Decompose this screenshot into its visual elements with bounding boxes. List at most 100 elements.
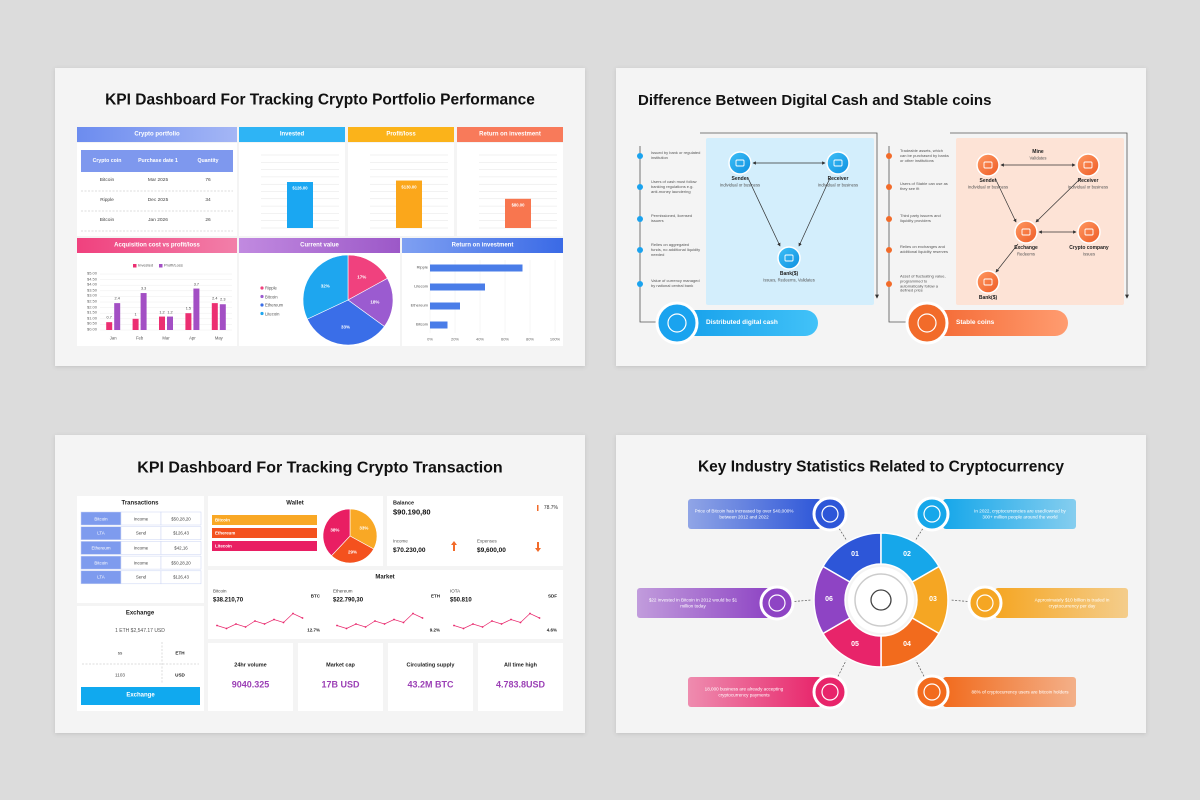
legend-swatch — [133, 264, 137, 268]
x-tick-label: 100% — [549, 336, 561, 342]
bracket — [639, 146, 660, 323]
segment-number: 01 — [851, 550, 859, 558]
table-cell: Bitcoin — [94, 559, 108, 565]
node-icon — [983, 161, 993, 169]
label: 24hr volume — [234, 662, 267, 669]
slice-label: 18% — [370, 298, 380, 304]
panel — [208, 643, 293, 711]
wheel-icon — [870, 589, 892, 611]
label: Ethereum — [333, 588, 353, 594]
bar — [140, 293, 147, 330]
label: Circulating supply — [406, 662, 455, 669]
y-tick-label: Ethereum — [410, 302, 428, 308]
connector — [995, 243, 1019, 273]
legend-label: Bitcoin — [265, 293, 278, 299]
label: $50.810 — [450, 597, 472, 604]
stat-icon — [914, 674, 950, 710]
bar — [219, 304, 226, 330]
x-tick-label: 60% — [500, 336, 509, 342]
point-text: Asset of fluctuating value, programmed t… — [900, 273, 946, 293]
sparkline-dot — [254, 620, 256, 622]
panel-title: Current value — [300, 241, 339, 248]
stat-text: 88% of cryptocurrency users are bitcoin … — [971, 689, 1069, 695]
node-icon — [833, 159, 843, 167]
legend-label: Ethereum — [265, 302, 284, 308]
y-tick-label: $4.50 — [86, 276, 97, 282]
x-tick-label: Jan — [109, 335, 117, 341]
button[interactable] — [81, 687, 200, 705]
node-name: Mine — [1032, 149, 1044, 155]
node-icon — [784, 254, 794, 262]
node — [728, 151, 752, 175]
stat-icon — [812, 496, 848, 532]
stat-icon — [967, 585, 1003, 621]
point-text: Tradeable assets, which can be purchased… — [900, 147, 949, 163]
point-text: Users of Stable can use as they see fit — [900, 181, 948, 191]
label: Expenses — [477, 538, 497, 544]
pill-icon-ring — [667, 313, 687, 333]
y-tick-label: $2.00 — [86, 304, 97, 310]
label: 1103 — [115, 672, 125, 678]
stat-box — [637, 588, 770, 618]
sparkline-dot — [355, 623, 357, 625]
point-text: Permissioned, licensed issuers — [651, 213, 693, 223]
bar — [430, 321, 448, 329]
sparkline-dot — [538, 617, 541, 619]
label: IOTA — [450, 588, 461, 594]
bracket — [700, 132, 879, 299]
connector — [994, 177, 1017, 223]
wheel-center — [848, 567, 914, 633]
table-cell: Mar 2025 — [147, 178, 169, 184]
column-header: Purchase date 1 — [138, 157, 178, 164]
panel — [208, 570, 563, 639]
pill — [660, 310, 818, 336]
x-tick-label: May — [214, 335, 223, 341]
slice-label: 32% — [320, 282, 330, 288]
stat-icon-ring — [976, 594, 994, 612]
table-cell: Send — [135, 574, 147, 580]
panel-header — [239, 238, 400, 253]
node-icon — [1021, 228, 1031, 236]
label: KPI Dashboard For Tracking Crypto Portfo… — [105, 91, 535, 109]
legend-label: Ripple — [265, 285, 277, 291]
pill-icon — [655, 301, 699, 345]
sparkline-dot — [383, 623, 386, 625]
label: ETH — [175, 650, 185, 656]
sparkline-dot — [273, 618, 275, 621]
node-desc: Individual or business — [817, 182, 859, 188]
pie-slice — [302, 254, 349, 320]
panel-header — [402, 238, 563, 253]
label: Market cap — [326, 662, 355, 669]
label: BTC — [310, 593, 320, 599]
y-tick-label: $0.50 — [86, 320, 97, 326]
legend-label: Ethereum — [215, 530, 236, 536]
table-cell: Send — [135, 530, 147, 536]
label: 43.2M BTC — [407, 679, 454, 690]
table-cell: Bitcoin — [94, 515, 108, 521]
legend-label: Litecoin — [265, 310, 280, 316]
point-text: Users of cash must follow banking regula… — [651, 178, 697, 194]
pie-slice — [347, 254, 388, 301]
legend-label: Invested — [138, 262, 154, 268]
stat-icon — [759, 585, 795, 621]
sparkline-dot — [292, 612, 294, 615]
node-name: Bank($) — [779, 271, 799, 277]
bar — [106, 322, 113, 330]
bullet — [886, 216, 892, 222]
y-tick-label: Bitcoin — [415, 321, 428, 327]
node — [976, 153, 1000, 177]
wheel-segment — [813, 565, 851, 635]
bar — [430, 264, 523, 272]
bar-label: 1.2 — [159, 310, 165, 315]
node-icon — [1083, 161, 1093, 169]
y-tick-label: Ripple — [416, 264, 428, 270]
stat-box — [943, 677, 1076, 707]
bullet — [886, 184, 892, 190]
sparkline-dot — [519, 621, 522, 624]
table-cell-bg — [160, 555, 202, 570]
label: SDF — [548, 593, 557, 599]
exchange-button[interactable]: Exchange — [126, 692, 155, 699]
bar — [430, 302, 460, 310]
label: All time high — [504, 662, 537, 669]
